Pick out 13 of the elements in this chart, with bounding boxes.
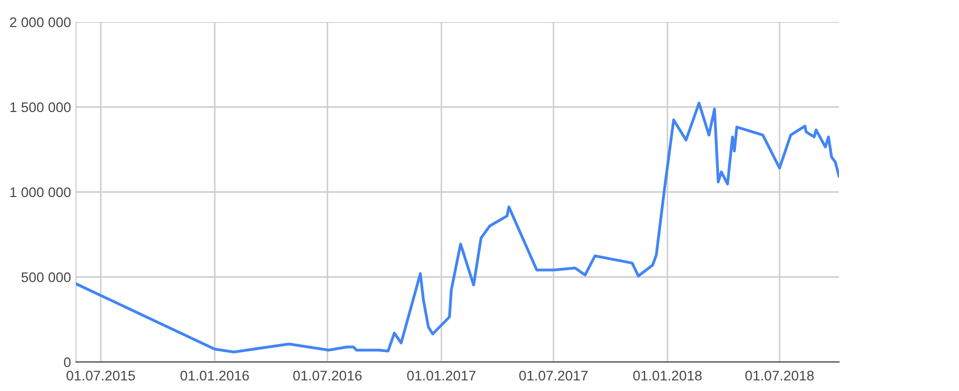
line-series bbox=[76, 102, 839, 354]
x-tick-label: 01.01.2016 bbox=[180, 370, 249, 381]
x-tick-label: 01.01.2018 bbox=[633, 370, 702, 381]
y-tick-label: 2 000 000 bbox=[10, 17, 71, 28]
y-tick-label: 500 000 bbox=[21, 272, 71, 282]
x-tick-label: 01.07.2015 bbox=[66, 370, 135, 381]
y-tick-label: 1 500 000 bbox=[10, 102, 71, 112]
x-tick-label: 01.07.2017 bbox=[519, 370, 588, 381]
x-tick-label: 01.07.2016 bbox=[293, 370, 362, 381]
y-tick-label: 1 000 000 bbox=[10, 187, 71, 198]
y-tick-label: 0 bbox=[64, 357, 71, 368]
x-tick-label: 01.01.2017 bbox=[407, 370, 476, 381]
x-tick-label: 01.07.2018 bbox=[745, 370, 814, 381]
